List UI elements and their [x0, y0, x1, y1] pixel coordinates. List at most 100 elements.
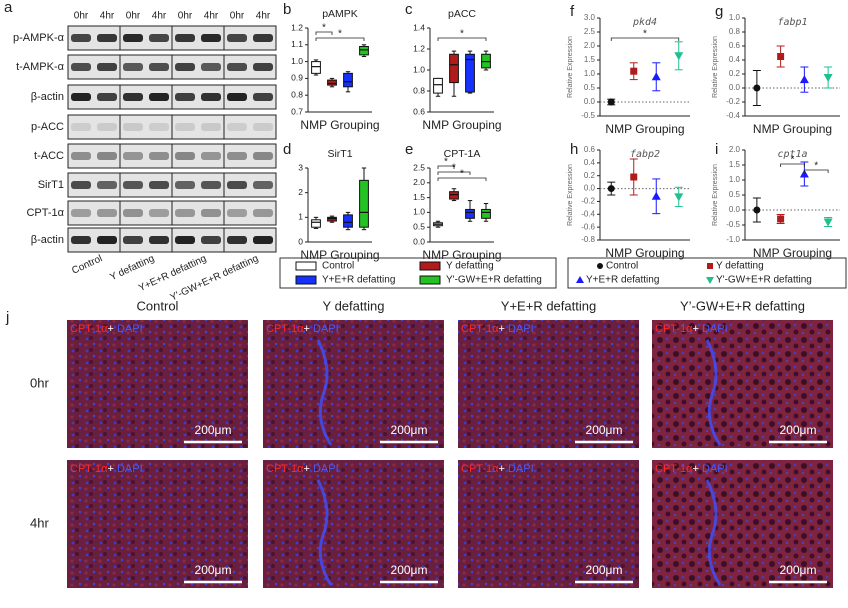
- box: [465, 53, 475, 93]
- y-tick-label: 0: [298, 236, 303, 246]
- column-title: Y defatting: [323, 298, 385, 313]
- significance-bracket: [315, 31, 333, 35]
- legend-label: Y+E+R defatting: [586, 275, 659, 286]
- legend-swatch: [419, 275, 441, 285]
- micrograph: [67, 460, 248, 588]
- box: [359, 45, 369, 56]
- y-tick-label: 0.8: [291, 89, 303, 99]
- blot-row-label: SirT1: [38, 179, 64, 191]
- y-tick-label: 0.9: [291, 73, 303, 83]
- y-tick-label: -0.4: [581, 209, 595, 218]
- blot-band: [253, 93, 273, 101]
- blot-band: [253, 123, 273, 131]
- box: [311, 61, 321, 74]
- y-tick-label: 0.2: [729, 69, 741, 78]
- y-tick-label: -0.6: [581, 222, 595, 231]
- y-tick-label: 0.0: [729, 83, 741, 92]
- point: [777, 215, 785, 223]
- blot-band: [201, 63, 221, 71]
- significance-label: *: [322, 23, 326, 34]
- point: [651, 191, 661, 200]
- y-tick-label: 0.8: [413, 85, 425, 95]
- blot-band: [123, 123, 143, 131]
- y-tick-label: 1.2: [413, 43, 425, 53]
- point: [674, 193, 684, 202]
- blot-band: [71, 152, 91, 160]
- blot-band: [149, 93, 169, 101]
- scale-bar-label: 200μm: [195, 423, 232, 437]
- chart-title: fabp1: [777, 17, 807, 28]
- significance-bracket: [437, 165, 455, 169]
- blot-band: [175, 123, 195, 131]
- stain-target: CPT-1α: [461, 463, 499, 475]
- y-tick-label: 1.0: [413, 207, 425, 217]
- y-tick-label: 1.0: [584, 69, 596, 78]
- y-tick-label: 2.0: [413, 177, 425, 187]
- y-tick-label: 2.5: [413, 162, 425, 172]
- legend-marker: [707, 263, 713, 269]
- significance-label: *: [338, 29, 342, 40]
- scale-bar-label: 200μm: [391, 423, 428, 437]
- blot-band: [175, 152, 195, 160]
- blot-band: [175, 34, 195, 42]
- legend-marker: [576, 276, 584, 283]
- chart-title: SirT1: [327, 148, 352, 160]
- legend-marker: [597, 263, 603, 269]
- blot-row-label: t-ACC: [34, 150, 64, 162]
- y-tick-label: 0.0: [413, 236, 425, 246]
- y-tick-label: 1.4: [413, 22, 425, 32]
- blot-band: [123, 93, 143, 101]
- blot-band: [71, 209, 91, 217]
- blot-band: [201, 123, 221, 131]
- y-tick-label: 0.6: [413, 106, 425, 116]
- legend-label: Y'-GW+E+R defatting: [446, 275, 542, 286]
- stain-plus: +: [304, 323, 310, 335]
- micrograph: [263, 320, 444, 448]
- y-tick-label: 0.2: [584, 171, 596, 180]
- scale-bar-label: 200μm: [391, 563, 428, 577]
- y-tick-label: 1: [298, 212, 303, 222]
- stain-counter: DAPI: [508, 463, 534, 475]
- significance-label: *: [643, 29, 647, 40]
- point: [607, 185, 615, 193]
- significance-label: *: [444, 157, 448, 168]
- blot-band: [97, 93, 117, 101]
- point: [674, 52, 684, 61]
- point: [753, 206, 761, 214]
- chart-title: CPT-1A: [444, 148, 481, 160]
- blot-band: [123, 34, 143, 42]
- stain-counter: DAPI: [702, 463, 728, 475]
- group-label: Control: [70, 253, 104, 277]
- y-tick-label: 0.5: [413, 221, 425, 231]
- y-tick-label: 0.4: [584, 158, 596, 167]
- blot-row-label: t-AMPK-α: [16, 61, 65, 73]
- box: [465, 208, 475, 219]
- blot-band: [71, 63, 91, 71]
- stain-label: CPT-1α+ DAPI: [266, 463, 339, 475]
- legend-label: Control: [322, 261, 354, 272]
- y-tick-label: 0.5: [584, 83, 596, 92]
- box: [433, 77, 443, 94]
- blot-band: [201, 209, 221, 217]
- blot-band: [253, 152, 273, 160]
- blot-band: [123, 236, 143, 244]
- stain-target: CPT-1α: [70, 463, 108, 475]
- blot-row-label: p-AMPK-α: [13, 32, 65, 44]
- blot-band: [97, 181, 117, 189]
- column-title: Y+E+R defatting: [501, 298, 596, 313]
- point: [630, 173, 638, 181]
- lane-label: 4hr: [256, 11, 271, 22]
- stain-plus: +: [304, 463, 310, 475]
- panel-letter: h: [570, 141, 578, 158]
- blot-band: [175, 236, 195, 244]
- stain-label: CPT-1α+ DAPI: [655, 323, 728, 335]
- blot-band: [201, 236, 221, 244]
- blot-band: [149, 152, 169, 160]
- vessel: [316, 479, 333, 586]
- blot-band: [71, 93, 91, 101]
- y-tick-label: 1.5: [729, 160, 741, 169]
- blot-band: [253, 209, 273, 217]
- box: [359, 179, 369, 228]
- point: [630, 67, 638, 75]
- y-tick-label: 0.0: [584, 184, 596, 193]
